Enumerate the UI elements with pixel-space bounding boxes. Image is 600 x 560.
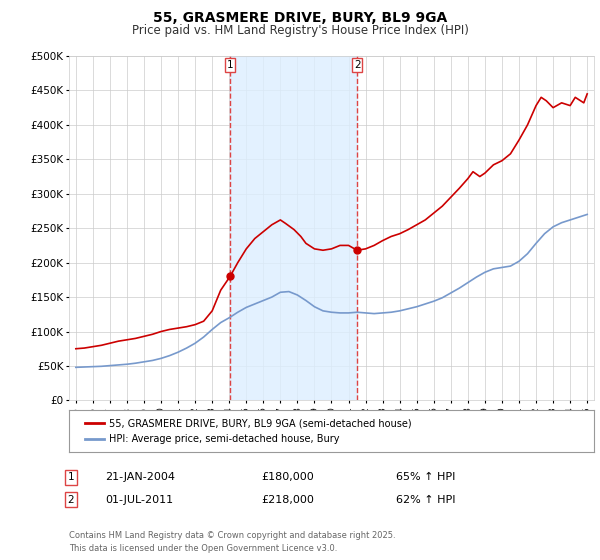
Text: 62% ↑ HPI: 62% ↑ HPI (396, 494, 455, 505)
Text: 2: 2 (354, 60, 361, 70)
Text: 65% ↑ HPI: 65% ↑ HPI (396, 472, 455, 482)
Text: Price paid vs. HM Land Registry's House Price Index (HPI): Price paid vs. HM Land Registry's House … (131, 24, 469, 36)
Text: £218,000: £218,000 (261, 494, 314, 505)
Text: 55, GRASMERE DRIVE, BURY, BL9 9GA: 55, GRASMERE DRIVE, BURY, BL9 9GA (153, 11, 447, 25)
Text: Contains HM Land Registry data © Crown copyright and database right 2025.
This d: Contains HM Land Registry data © Crown c… (69, 531, 395, 553)
Text: 21-JAN-2004: 21-JAN-2004 (105, 472, 175, 482)
Text: 01-JUL-2011: 01-JUL-2011 (105, 494, 173, 505)
Bar (230, 56, 357, 400)
Text: 1: 1 (227, 60, 233, 70)
Legend: 55, GRASMERE DRIVE, BURY, BL9 9GA (semi-detached house), HPI: Average price, sem: 55, GRASMERE DRIVE, BURY, BL9 9GA (semi-… (79, 413, 418, 450)
Text: 2: 2 (67, 494, 74, 505)
Text: £180,000: £180,000 (261, 472, 314, 482)
Text: 1: 1 (67, 472, 74, 482)
